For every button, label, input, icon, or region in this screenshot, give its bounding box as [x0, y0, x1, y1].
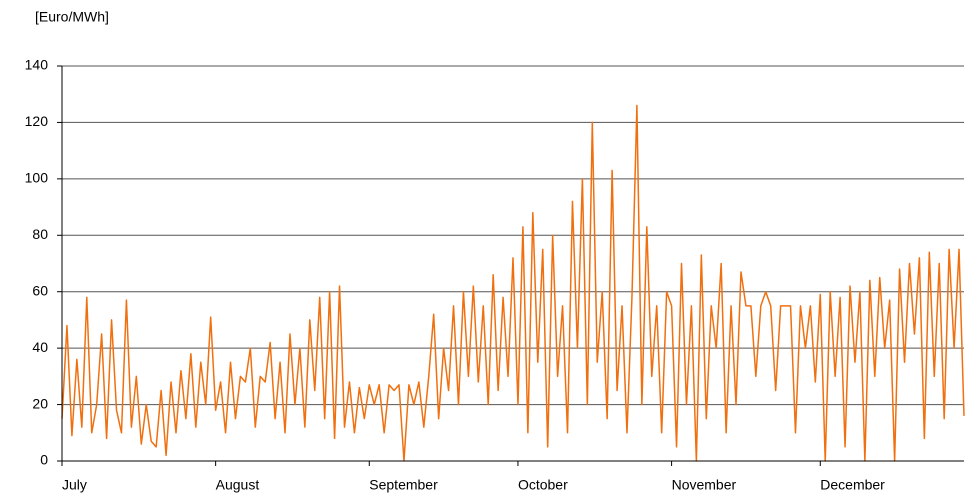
- x-tick-label: November: [672, 477, 737, 493]
- x-tick-label: July: [62, 477, 87, 493]
- y-tick-label: 120: [25, 113, 49, 129]
- y-tick-label: 100: [25, 170, 49, 186]
- price-line: [61, 104, 965, 462]
- y-tick-label: 140: [25, 57, 49, 73]
- y-tick-label: 20: [32, 395, 48, 411]
- x-tick-label: September: [369, 477, 438, 493]
- x-tick-label: October: [518, 477, 568, 493]
- y-tick-label: 40: [32, 339, 48, 355]
- x-tick-label: December: [820, 477, 885, 493]
- x-tick-label: August: [216, 477, 260, 493]
- y-tick-label: 60: [32, 282, 48, 298]
- y-tick-label: 0: [40, 452, 48, 468]
- y-tick-label: 80: [32, 226, 48, 242]
- y-axis-label: [Euro/MWh]: [35, 9, 109, 25]
